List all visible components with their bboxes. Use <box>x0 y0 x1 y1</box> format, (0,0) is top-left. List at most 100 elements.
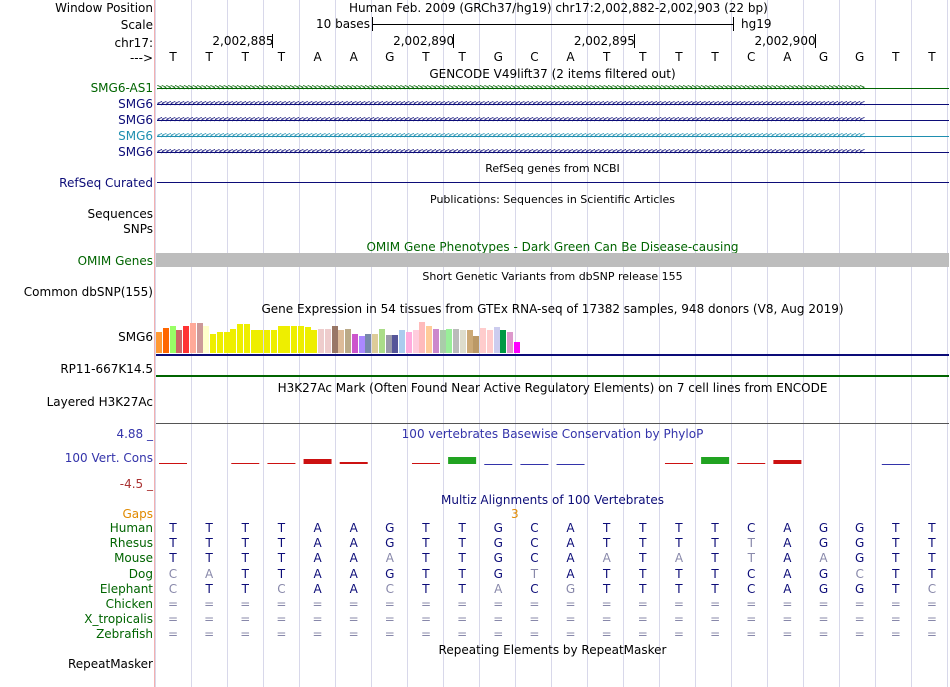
gtex-tissue-bar[interactable] <box>162 328 169 353</box>
multiz-species-label[interactable]: Dog <box>128 566 153 581</box>
gencode-gene-feature[interactable]: <<<<<<<<<<<<<<<<<<<<<<<<<<<<<<<<<<<<<<<<… <box>157 99 949 109</box>
omim-title[interactable]: OMIM Gene Phenotypes - Dark Green Can Be… <box>366 240 739 254</box>
gtex-title[interactable]: Gene Expression in 54 tissues from GTEx … <box>261 302 844 316</box>
multiz-base: = <box>818 612 829 627</box>
omim-gene-bar[interactable] <box>156 253 949 267</box>
gtex-tissue-bar[interactable] <box>243 324 250 353</box>
dbsnp-title[interactable]: Short Genetic Variants from dbSNP releas… <box>422 270 683 283</box>
gtex-tissue-bar[interactable] <box>196 323 203 353</box>
multiz-species-label[interactable]: Human <box>109 521 153 535</box>
gtex-tissue-bar[interactable] <box>507 332 513 353</box>
gtex-tissue-bar[interactable] <box>331 326 338 353</box>
gencode-gene-feature[interactable]: <<<<<<<<<<<<<<<<<<<<<<<<<<<<<<<<<<<<<<<<… <box>157 131 949 141</box>
gtex-tissue-bar[interactable] <box>324 329 331 353</box>
multiz-species-label[interactable]: X_tropicalis <box>84 612 153 627</box>
gtex-tissue-bar[interactable] <box>264 330 270 353</box>
gencode-gene-feature[interactable]: <<<<<<<<<<<<<<<<<<<<<<<<<<<<<<<<<<<<<<<<… <box>157 115 949 125</box>
omim-label[interactable]: OMIM Genes <box>77 254 153 268</box>
gtex-tissue-bar[interactable] <box>426 326 432 353</box>
gencode-gene-label[interactable]: SMG6 <box>118 145 153 159</box>
multiz-title[interactable]: Multiz Alignments of 100 Vertebrates <box>440 493 665 507</box>
gtex-tissue-bar[interactable] <box>297 326 304 353</box>
gtex-tissue-bar[interactable] <box>372 334 378 353</box>
multiz-species-label[interactable]: Mouse <box>114 551 153 566</box>
gtex-tissue-bar[interactable] <box>486 330 493 353</box>
repeatmasker-title[interactable]: Repeating Elements by RepeatMasker <box>438 643 667 657</box>
refseq-title[interactable]: RefSeq genes from NCBI <box>485 162 620 175</box>
gtex-tissue-bar[interactable] <box>358 336 365 353</box>
gtex-tissue-bar[interactable] <box>453 329 459 353</box>
gtex-tissue-bar[interactable] <box>338 330 345 353</box>
multiz-base: T <box>241 551 249 566</box>
gtex-tissue-bar[interactable] <box>351 334 358 353</box>
gtex-tissue-bar[interactable] <box>345 329 351 353</box>
dbsnp-label[interactable]: Common dbSNP(155) <box>23 285 153 299</box>
gtex-tissue-bar[interactable] <box>230 329 237 353</box>
gtex-tissue-bar[interactable] <box>304 327 311 353</box>
gtex-tissue-bar[interactable] <box>513 342 520 353</box>
repeatmasker-label[interactable]: RepeatMasker <box>67 657 153 671</box>
gencode-gene-label[interactable]: SMG6 <box>118 97 153 111</box>
gtex-tissue-bar[interactable] <box>156 332 162 353</box>
publications-snps-label[interactable]: SNPs <box>123 222 153 236</box>
gencode-title[interactable]: GENCODE V49lift37 (2 items filtered out) <box>429 67 676 81</box>
gtex-tissue-bar[interactable] <box>405 332 412 353</box>
gtex-tissue-bar[interactable] <box>439 330 446 353</box>
phylop-title[interactable]: 100 vertebrates Basewise Conservation by… <box>401 427 704 441</box>
gencode-gene-feature[interactable]: >>>>>>>>>>>>>>>>>>>>>>>>>>>>>>>>>>>>>>>>… <box>157 83 949 93</box>
gtex-tissue-bar[interactable] <box>459 330 466 353</box>
gtex-tissue-bar[interactable] <box>237 324 243 353</box>
publications-title[interactable]: Publications: Sequences in Scientific Ar… <box>430 193 675 206</box>
gtex-tissue-bar[interactable] <box>176 330 183 353</box>
gtex-tissue-bar[interactable] <box>419 322 426 353</box>
multiz-species-label[interactable]: Rhesus <box>109 536 153 551</box>
gtex-tissue-bar[interactable] <box>257 330 264 353</box>
gtex-tissue-bar[interactable] <box>291 326 297 353</box>
gtex-tissue-bar[interactable] <box>432 329 439 353</box>
gtex-tissue-bar[interactable] <box>284 326 291 353</box>
gencode-gene-label[interactable]: SMG6-AS1 <box>90 81 153 95</box>
gtex-tissue-bar[interactable] <box>365 334 372 353</box>
gtex-tissue-bar[interactable] <box>169 326 176 353</box>
multiz-species-label[interactable]: Zebrafish <box>96 627 153 642</box>
multiz-base: T <box>639 521 647 535</box>
assembly-info[interactable]: Human Feb. 2009 (GRCh37/hg19) chr17:2,00… <box>349 1 768 15</box>
gencode-gene-feature[interactable]: <<<<<<<<<<<<<<<<<<<<<<<<<<<<<<<<<<<<<<<<… <box>157 147 949 157</box>
publications-sequences-label[interactable]: Sequences <box>87 207 153 221</box>
h3k27ac-label[interactable]: Layered H3K27Ac <box>46 395 153 409</box>
gtex-tissue-bar[interactable] <box>250 330 257 353</box>
gtex-tissue-bar[interactable] <box>480 328 486 353</box>
multiz-species-label[interactable]: Chicken <box>105 597 153 611</box>
gtex-tissue-bar[interactable] <box>311 330 318 353</box>
refseq-label[interactable]: RefSeq Curated <box>59 176 153 190</box>
refseq-gene-line[interactable] <box>157 182 949 183</box>
phylop-label[interactable]: 100 Vert. Cons <box>64 451 153 465</box>
gtex-tissue-bar[interactable] <box>473 336 480 353</box>
gtex-tissue-bar[interactable] <box>466 330 473 353</box>
gtex-tissue-bar[interactable] <box>385 335 392 353</box>
gtex-tissue-bar[interactable] <box>412 330 419 353</box>
gtex-tissue-bar[interactable] <box>210 334 216 353</box>
gencode-gene-label[interactable]: SMG6 <box>118 129 153 143</box>
gtex-tissue-bar[interactable] <box>318 329 324 353</box>
gtex-tissue-bar[interactable] <box>189 323 196 353</box>
gencode-gene-label[interactable]: SMG6 <box>118 113 153 127</box>
gtex-tissue-bar[interactable] <box>378 329 385 353</box>
gtex-tissue-bar[interactable] <box>216 332 223 353</box>
multiz-base: C <box>747 521 756 535</box>
gtex-label[interactable]: SMG6 <box>118 330 153 344</box>
gtex-tissue-bar[interactable] <box>203 326 210 353</box>
gtex-tissue-bar[interactable] <box>446 329 453 353</box>
gtex-tissue-bar[interactable] <box>493 327 500 353</box>
gtex-tissue-bar[interactable] <box>500 330 507 353</box>
multiz-species-label[interactable]: Elephant <box>99 581 153 596</box>
gtex-label-2[interactable]: RP11-667K14.5 <box>60 362 153 376</box>
gtex-tissue-bar[interactable] <box>223 332 230 353</box>
gtex-tissue-bar[interactable] <box>183 326 189 353</box>
gtex-tissue-bar[interactable] <box>392 335 399 353</box>
gtex-tissue-bar[interactable] <box>277 326 284 353</box>
gtex-tissue-bar[interactable] <box>270 330 277 353</box>
gtex-tissue-bar[interactable] <box>399 330 405 353</box>
h3k27ac-title[interactable]: H3K27Ac Mark (Often Found Near Active Re… <box>277 381 828 395</box>
